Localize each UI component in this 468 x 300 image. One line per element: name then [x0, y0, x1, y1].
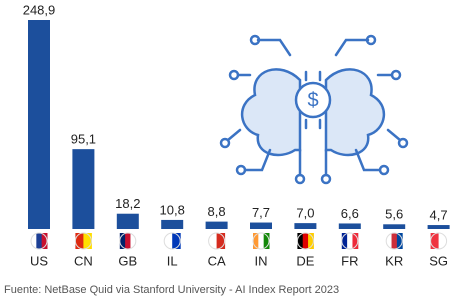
flag-stripe [36, 233, 43, 249]
flag-stripe [297, 233, 304, 249]
flag-stripe [119, 233, 126, 249]
x-tick-label: GB [118, 253, 137, 268]
source: Fuente: NetBase Quid via Stanford Univer… [4, 284, 339, 296]
flag-stripe [308, 233, 314, 249]
flag-stripe [172, 233, 181, 249]
value-label: 95,1 [71, 132, 96, 147]
flag-stripe [216, 233, 226, 249]
flag [119, 233, 137, 249]
flag [208, 233, 226, 249]
flag-border [163, 232, 181, 250]
bar [250, 222, 272, 229]
flag-stripe [253, 233, 259, 249]
flag-stripe [164, 233, 173, 249]
value-label: 8,8 [208, 204, 226, 219]
illustration: $ [219, 34, 409, 185]
bar [28, 20, 50, 229]
flag-stripe [208, 233, 218, 249]
value-label: 18,2 [115, 196, 140, 211]
flag-border [30, 232, 48, 250]
x-tick-label: CN [74, 253, 93, 268]
flag-stripe [31, 233, 37, 249]
flag-border [385, 232, 403, 250]
svg-text:$: $ [307, 89, 318, 111]
flag-stripe [75, 233, 84, 249]
flag-border [430, 232, 448, 250]
bar [205, 221, 228, 229]
bar [383, 224, 406, 229]
flag-stripe [438, 233, 448, 249]
bar [338, 223, 361, 229]
flag [253, 233, 270, 249]
flag-stripe [396, 233, 403, 249]
flag-border [119, 232, 137, 250]
flag-border [296, 232, 314, 250]
value-label: 4,7 [430, 207, 448, 222]
flag-stripe [347, 233, 353, 249]
flag-border [252, 232, 270, 250]
flag-stripe [258, 233, 265, 249]
value-label: 248,9 [23, 2, 56, 17]
x-tick-label: IN [255, 253, 268, 268]
bar [427, 225, 450, 229]
x-tick-label: IL [167, 253, 178, 268]
bar [72, 149, 95, 229]
flag [75, 233, 92, 249]
flag [164, 233, 181, 249]
value-label: 7,0 [296, 206, 314, 221]
bar [161, 219, 184, 229]
flag-stripe [386, 233, 393, 249]
flag-stripe [302, 233, 309, 249]
flag-stripe [125, 233, 131, 249]
x-tick-label: SG [429, 253, 448, 268]
bar [294, 223, 317, 229]
flag-stripe [41, 233, 48, 249]
flag-stripe [391, 233, 398, 249]
flag [31, 233, 48, 249]
x-tick-label: US [30, 253, 48, 268]
value-label: 6,6 [341, 206, 359, 221]
x-tick-label: DE [296, 253, 314, 268]
value-label: 7,7 [252, 205, 270, 220]
x-tick-label: KR [385, 253, 403, 268]
bar [116, 213, 139, 229]
flag-stripe [130, 233, 137, 249]
flag [430, 233, 448, 249]
value-label: 5,6 [385, 207, 403, 222]
flag-border [341, 232, 359, 250]
flag-border [74, 232, 92, 250]
x-tick-label: CA [208, 253, 226, 268]
flag-stripe [430, 233, 440, 249]
flag-stripe [352, 233, 359, 249]
flag-stripe [263, 233, 270, 249]
flag-stripe [341, 233, 348, 249]
flag-stripe [83, 233, 92, 249]
x-tick-label: FR [341, 253, 358, 268]
flag [386, 233, 403, 249]
flag [341, 233, 359, 249]
flag-border [208, 232, 226, 250]
value-label: 10,8 [160, 202, 185, 217]
flag [297, 233, 314, 249]
